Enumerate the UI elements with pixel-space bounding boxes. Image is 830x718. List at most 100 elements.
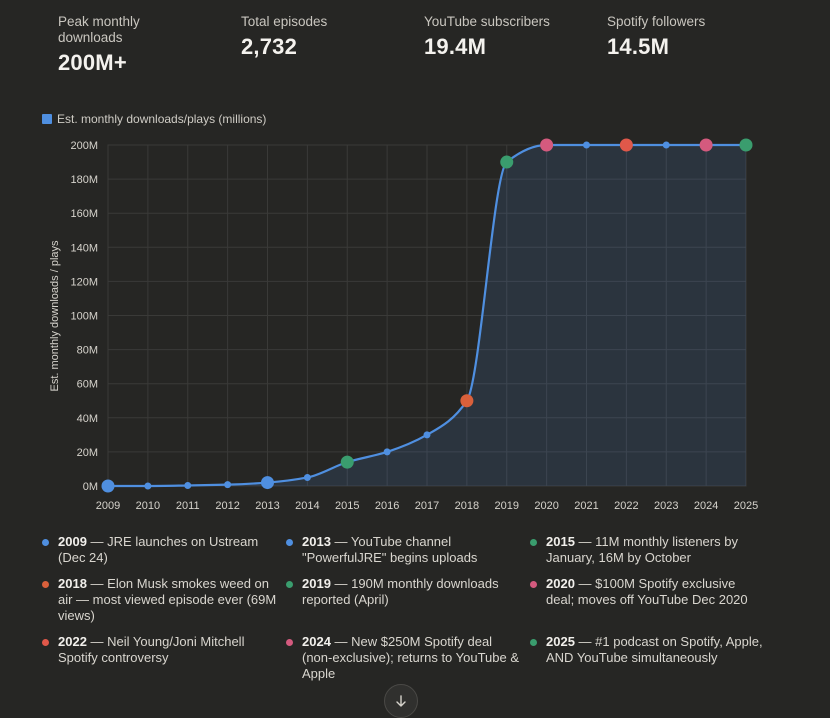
event-year: 2015	[546, 534, 575, 549]
x-tick-label: 2020	[534, 500, 558, 512]
data-point-2017	[423, 431, 431, 439]
event-dot	[42, 581, 49, 588]
event-dot	[42, 639, 49, 646]
x-tick-label: 2019	[495, 500, 519, 512]
event-text: 2018 — Elon Musk smokes weed on air — mo…	[58, 576, 278, 624]
x-axis-ticks: 2009 2010 2011 2012 2013 2014 2015 2016 2017 2018…	[96, 500, 758, 512]
data-point-2011	[184, 481, 192, 489]
event-year: 2013	[302, 534, 331, 549]
stat-value: 19.4M	[424, 34, 487, 59]
x-tick-label: 2015	[335, 500, 359, 512]
event-description: — New $250M Spotify deal (non-exclusive)…	[302, 634, 520, 681]
chart-grid	[107, 144, 747, 487]
x-tick-label: 2012	[215, 500, 239, 512]
x-tick-label: 2025	[734, 500, 758, 512]
event-item-2013: 2013 — YouTube channel "PowerfulJRE" beg…	[286, 534, 530, 566]
event-description: — #1 podcast on Spotify, Apple, AND YouT…	[546, 634, 763, 665]
event-year: 2018	[58, 576, 87, 591]
data-point-2019	[500, 155, 514, 169]
stat-peak-downloads: Peak monthly downloads 200M+	[58, 14, 241, 76]
event-text: 2013 — YouTube channel "PowerfulJRE" beg…	[302, 534, 522, 566]
stat-total-episodes: Total episodes 2,732	[241, 14, 424, 76]
x-tick-label: 2021	[574, 500, 598, 512]
data-point-2010	[144, 482, 152, 490]
chart-area-fill	[108, 145, 746, 486]
event-item-2020: 2020 — $100M Spotify exclusive deal; mov…	[530, 576, 774, 624]
event-description: — Neil Young/Joni Mitchell Spotify contr…	[58, 634, 245, 665]
chart-points	[101, 138, 753, 493]
y-tick-label: 140M	[70, 242, 98, 254]
y-tick-label: 40M	[77, 413, 98, 425]
event-year: 2022	[58, 634, 87, 649]
stat-value: 2,732	[241, 34, 298, 59]
x-tick-label: 2009	[96, 500, 120, 512]
x-tick-label: 2016	[375, 500, 399, 512]
event-dot	[286, 581, 293, 588]
stat-youtube-subscribers: YouTube subscribers 19.4M	[424, 14, 607, 76]
event-text: 2009 — JRE launches on Ustream (Dec 24)	[58, 534, 278, 566]
event-item-2019: 2019 — 190M monthly downloads reported (…	[286, 576, 530, 624]
y-tick-label: 20M	[77, 447, 98, 459]
x-tick-label: 2018	[455, 500, 479, 512]
event-text: 2024 — New $250M Spotify deal (non-exclu…	[302, 634, 522, 682]
stat-label: Peak monthly downloads	[58, 14, 140, 45]
event-item-2015: 2015 — 11M monthly listeners by January,…	[530, 534, 774, 566]
x-tick-label: 2022	[614, 500, 638, 512]
y-tick-label: 200M	[70, 140, 98, 152]
event-year: 2019	[302, 576, 331, 591]
y-tick-label: 60M	[77, 379, 98, 391]
data-point-2009	[101, 479, 115, 493]
event-description: — JRE launches on Ustream (Dec 24)	[58, 534, 259, 565]
x-tick-label: 2011	[176, 500, 200, 512]
y-axis-label: Est. monthly downloads / plays	[49, 240, 61, 392]
stat-spotify-followers: Spotify followers 14.5M	[607, 14, 790, 76]
event-description: — YouTube channel "PowerfulJRE" begins u…	[302, 534, 478, 565]
event-item-2022: 2022 — Neil Young/Joni Mitchell Spotify …	[42, 634, 286, 682]
chart-legend[interactable]: Est. monthly downloads/plays (millions)	[42, 112, 266, 126]
x-tick-label: 2017	[415, 500, 439, 512]
event-dot	[286, 539, 293, 546]
event-item-2009: 2009 — JRE launches on Ustream (Dec 24)	[42, 534, 286, 566]
data-point-2013	[261, 476, 274, 490]
data-point-2024	[699, 138, 713, 152]
stat-value: 14.5M	[607, 34, 670, 59]
x-tick-label: 2010	[136, 500, 160, 512]
event-text: 2019 — 190M monthly downloads reported (…	[302, 576, 522, 608]
data-point-2012	[224, 481, 232, 489]
y-tick-label: 0M	[83, 481, 98, 493]
data-point-2025	[739, 138, 753, 152]
event-dot	[530, 539, 537, 546]
event-year: 2009	[58, 534, 87, 549]
event-year: 2025	[546, 634, 575, 649]
data-point-2022	[619, 138, 633, 152]
arrow-down-icon	[396, 695, 406, 707]
event-year: 2024	[302, 634, 331, 649]
event-dot	[286, 639, 293, 646]
event-text: 2015 — 11M monthly listeners by January,…	[546, 534, 766, 566]
legend-label: Est. monthly downloads/plays (millions)	[57, 112, 267, 126]
event-dot	[530, 639, 537, 646]
stat-label: Spotify followers	[607, 14, 706, 29]
event-description: — $100M Spotify exclusive deal; moves of…	[546, 576, 748, 607]
event-text: 2022 — Neil Young/Joni Mitchell Spotify …	[58, 634, 278, 666]
y-axis-ticks: 0M 20M 40M 60M 80M 100M 120M 140M 160M 180M 200M	[70, 140, 98, 493]
event-text: 2025 — #1 podcast on Spotify, Apple, AND…	[546, 634, 766, 666]
scroll-down-button[interactable]	[384, 684, 418, 718]
data-point-2018	[460, 394, 474, 408]
data-point-2016	[383, 448, 391, 456]
event-text: 2020 — $100M Spotify exclusive deal; mov…	[546, 576, 766, 608]
data-point-2020	[540, 138, 554, 152]
event-item-2025: 2025 — #1 podcast on Spotify, Apple, AND…	[530, 634, 774, 682]
data-point-2023	[662, 141, 670, 149]
event-item-2024: 2024 — New $250M Spotify deal (non-exclu…	[286, 634, 530, 682]
y-tick-label: 180M	[70, 174, 98, 186]
stat-value: 200M+	[58, 50, 127, 75]
x-tick-label: 2013	[255, 500, 279, 512]
data-point-2015	[340, 455, 354, 469]
event-dot	[42, 539, 49, 546]
legend-swatch	[42, 114, 52, 124]
event-year: 2020	[546, 576, 575, 591]
downloads-chart: 0M 20M 40M 60M 80M 100M 120M 140M 160M 180M 200M 2…	[49, 138, 758, 512]
event-list: 2009 — JRE launches on Ustream (Dec 24) 2…	[42, 534, 782, 682]
event-description: — 11M monthly listeners by January, 16M …	[546, 534, 738, 565]
